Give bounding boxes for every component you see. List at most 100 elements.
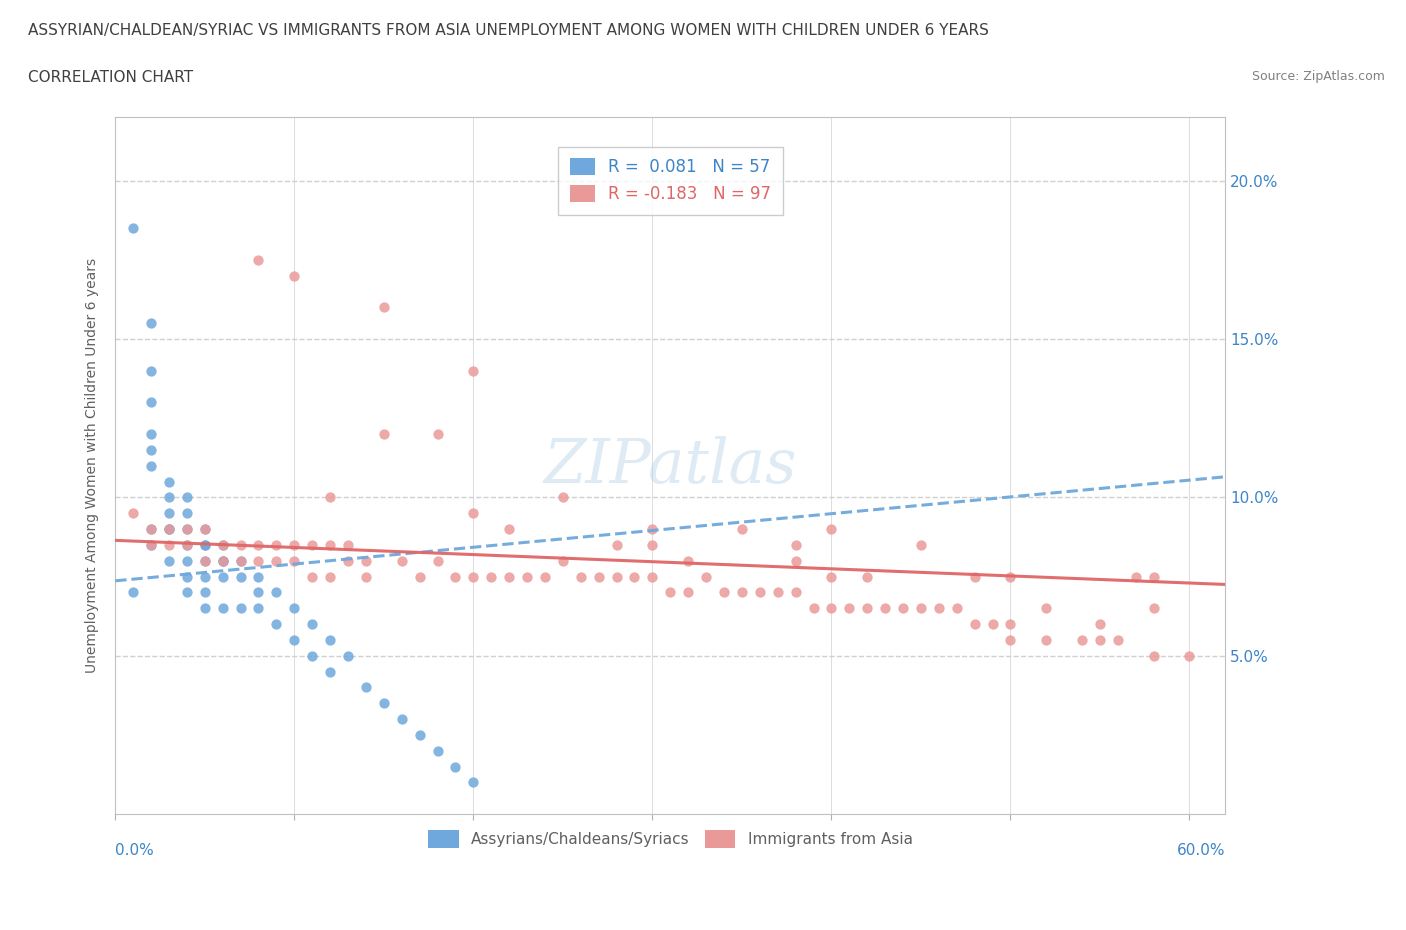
Point	[319, 538, 342, 552]
Point	[408, 727, 430, 742]
Point	[875, 601, 897, 616]
Point	[194, 522, 217, 537]
Point	[176, 522, 198, 537]
Point	[211, 601, 233, 616]
Point	[157, 522, 180, 537]
Point	[391, 711, 413, 726]
Point	[1000, 617, 1022, 631]
Point	[283, 632, 305, 647]
Point	[194, 553, 217, 568]
Point	[748, 585, 770, 600]
Point	[373, 299, 395, 314]
Point	[194, 522, 217, 537]
Point	[337, 648, 360, 663]
Point	[283, 268, 305, 283]
Point	[229, 601, 252, 616]
Point	[354, 680, 377, 695]
Point	[139, 522, 162, 537]
Point	[176, 490, 198, 505]
Point	[122, 506, 145, 521]
Point	[444, 759, 467, 774]
Point	[247, 252, 270, 267]
Point	[211, 553, 233, 568]
Point	[283, 553, 305, 568]
Y-axis label: Unemployment Among Women with Children Under 6 years: Unemployment Among Women with Children U…	[86, 259, 100, 673]
Text: Source: ZipAtlas.com: Source: ZipAtlas.com	[1251, 70, 1385, 83]
Point	[319, 632, 342, 647]
Point	[176, 538, 198, 552]
Point	[766, 585, 789, 600]
Point	[301, 569, 323, 584]
Point	[641, 538, 664, 552]
Point	[1000, 632, 1022, 647]
Point	[157, 522, 180, 537]
Point	[1035, 632, 1057, 647]
Point	[1000, 569, 1022, 584]
Point	[820, 601, 842, 616]
Point	[194, 538, 217, 552]
Point	[785, 585, 807, 600]
Point	[426, 553, 449, 568]
Point	[266, 553, 288, 568]
Point	[945, 601, 967, 616]
Point	[391, 553, 413, 568]
Point	[301, 648, 323, 663]
Point	[139, 316, 162, 331]
Point	[676, 553, 699, 568]
Point	[910, 601, 932, 616]
Point	[426, 427, 449, 442]
Point	[1088, 617, 1111, 631]
Point	[122, 220, 145, 235]
Point	[229, 553, 252, 568]
Point	[588, 569, 610, 584]
Point	[194, 538, 217, 552]
Point	[641, 522, 664, 537]
Point	[157, 522, 180, 537]
Text: CORRELATION CHART: CORRELATION CHART	[28, 70, 193, 85]
Point	[176, 538, 198, 552]
Point	[479, 569, 502, 584]
Point	[266, 585, 288, 600]
Point	[176, 569, 198, 584]
Point	[820, 522, 842, 537]
Point	[785, 538, 807, 552]
Point	[194, 569, 217, 584]
Point	[910, 538, 932, 552]
Point	[1088, 632, 1111, 647]
Point	[1143, 601, 1166, 616]
Point	[247, 601, 270, 616]
Point	[713, 585, 735, 600]
Point	[981, 617, 1004, 631]
Point	[838, 601, 860, 616]
Point	[1178, 648, 1201, 663]
Point	[373, 427, 395, 442]
Point	[194, 553, 217, 568]
Point	[176, 506, 198, 521]
Point	[283, 538, 305, 552]
Point	[463, 506, 485, 521]
Point	[963, 617, 986, 631]
Point	[408, 569, 430, 584]
Point	[444, 569, 467, 584]
Point	[659, 585, 682, 600]
Point	[731, 522, 754, 537]
Point	[157, 553, 180, 568]
Point	[229, 569, 252, 584]
Point	[463, 569, 485, 584]
Point	[551, 490, 574, 505]
Point	[247, 569, 270, 584]
Point	[139, 427, 162, 442]
Point	[463, 364, 485, 379]
Point	[211, 553, 233, 568]
Point	[229, 538, 252, 552]
Point	[211, 553, 233, 568]
Point	[176, 553, 198, 568]
Point	[623, 569, 645, 584]
Point	[498, 569, 520, 584]
Point	[1125, 569, 1147, 584]
Point	[820, 569, 842, 584]
Point	[139, 538, 162, 552]
Point	[354, 553, 377, 568]
Point	[354, 569, 377, 584]
Legend: Assyrians/Chaldeans/Syriacs, Immigrants from Asia: Assyrians/Chaldeans/Syriacs, Immigrants …	[420, 822, 920, 856]
